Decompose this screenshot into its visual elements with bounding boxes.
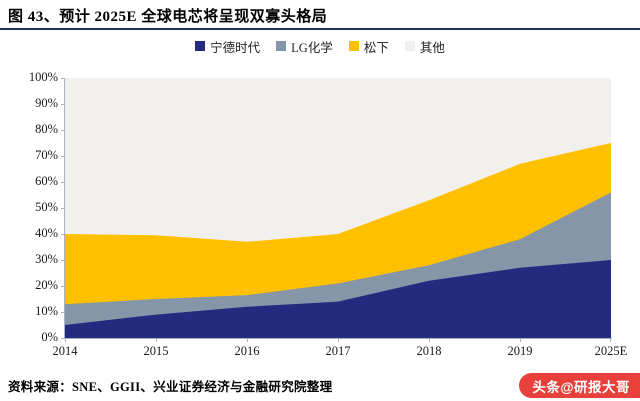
x-axis-label: 2019 — [507, 344, 533, 358]
y-axis-label: 100% — [28, 70, 58, 84]
y-axis-line — [64, 78, 65, 339]
x-axis-tick — [156, 339, 157, 342]
y-axis-label: 40% — [35, 226, 58, 240]
plot-area — [65, 78, 611, 338]
y-axis-label: 70% — [35, 148, 58, 162]
figure-title: 图 43、预计 2025E 全球电芯将呈现双寡头格局 — [8, 9, 328, 25]
x-axis-label: 2017 — [325, 344, 351, 358]
x-axis-tick — [338, 339, 339, 342]
y-axis-tick — [61, 286, 64, 287]
y-axis-tick — [61, 130, 64, 131]
y-axis-label: 20% — [35, 278, 58, 292]
x-axis-tick — [247, 339, 248, 342]
x-axis-label: 2025E — [594, 344, 628, 358]
figure-title-bar: 图 43、预计 2025E 全球电芯将呈现双寡头格局 — [0, 0, 640, 30]
y-axis-tick — [61, 104, 64, 105]
legend-label: 宁德时代 — [210, 40, 261, 55]
source-note: 资料来源：SNE、GGII、兴业证券经济与金融研究院整理 — [8, 380, 333, 394]
y-axis-label: 0% — [41, 330, 58, 344]
x-axis-line — [64, 338, 612, 339]
y-axis-label: 30% — [35, 252, 58, 266]
y-axis-tick — [61, 208, 64, 209]
y-axis-tick — [61, 260, 64, 261]
watermark-badge: 头条@研报大哥 — [519, 373, 640, 398]
legend-label: LG化学 — [291, 40, 333, 55]
legend-item-lg-chem: LG化学 — [276, 37, 333, 56]
y-axis-label: 90% — [35, 96, 58, 110]
x-axis-label: 2015 — [143, 344, 169, 358]
legend-item-panasonic: 松下 — [348, 37, 389, 56]
legend-label: 松下 — [363, 40, 389, 55]
x-axis-label: 2018 — [416, 344, 442, 358]
legend-swatch-catl — [195, 41, 206, 51]
x-axis-label: 2014 — [52, 344, 78, 358]
x-axis-tick — [65, 339, 66, 342]
legend-item-catl: 宁德时代 — [195, 37, 260, 56]
y-axis-tick — [61, 156, 64, 157]
watermark-text: 头条@研报大哥 — [532, 379, 630, 395]
legend-swatch-panasonic — [348, 41, 359, 51]
y-axis-label: 60% — [35, 174, 58, 188]
y-axis-tick — [61, 312, 64, 313]
chart-legend: 宁德时代 LG化学 松下 其他 — [0, 37, 640, 55]
legend-label: 其他 — [419, 40, 445, 55]
x-axis-labels: 2014 2015 2016 2017 2018 2019 2025E — [53, 344, 628, 362]
stacked-area-chart — [65, 78, 611, 338]
y-axis-labels: 100% 90% 80% 70% 60% 50% 40% 30% 20% 10% 0% — [0, 70, 58, 344]
y-axis-label: 80% — [35, 122, 58, 136]
y-axis-tick — [61, 338, 64, 339]
y-axis-label: 50% — [35, 200, 58, 214]
x-axis-tick — [610, 339, 611, 342]
y-axis-tick — [61, 78, 64, 79]
x-axis-tick — [520, 339, 521, 342]
x-axis-tick — [429, 339, 430, 342]
legend-swatch-others — [404, 41, 415, 51]
legend-swatch-lg-chem — [276, 41, 287, 51]
y-axis-label: 10% — [35, 304, 58, 318]
x-axis-label: 2016 — [234, 344, 260, 358]
y-axis-tick — [61, 182, 64, 183]
y-axis-tick — [61, 234, 64, 235]
area-catl — [65, 260, 611, 338]
legend-item-others: 其他 — [404, 37, 445, 56]
